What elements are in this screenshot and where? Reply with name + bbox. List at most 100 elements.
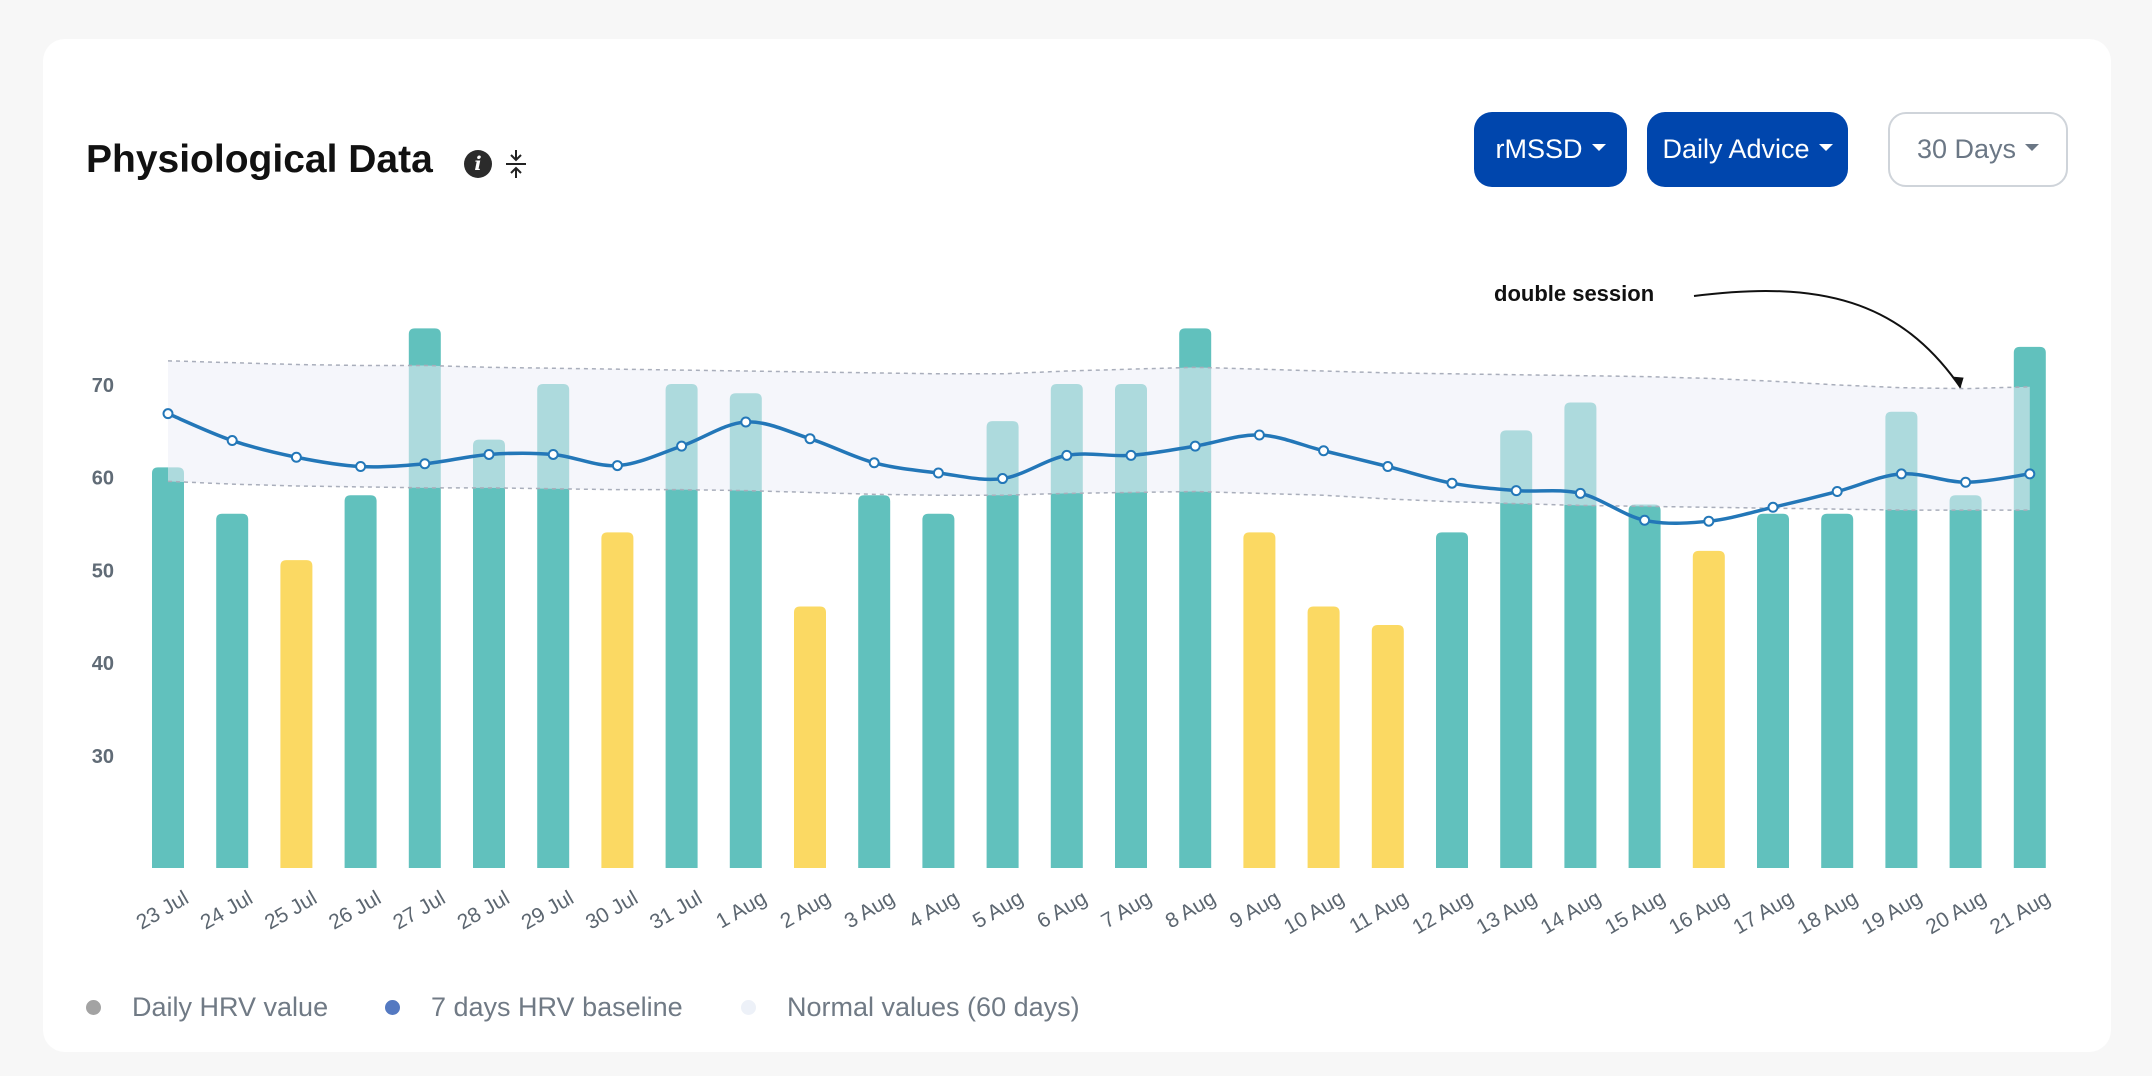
x-tick-label: 29 Jul [518,886,578,934]
annotation-arrow-head [1952,376,1964,388]
annotation-label: double session [1494,281,1654,306]
bar-28-jul [473,439,505,868]
baseline-point-23-jul [162,408,174,420]
bar-1-aug [729,393,762,868]
bar-13-aug [1500,430,1533,868]
legend-dot-normal-icon [741,1000,756,1015]
bar-14-aug [1564,402,1597,868]
bar-17-aug [1757,513,1789,868]
advice-dropdown-button[interactable]: Daily Advice [1647,112,1848,187]
x-tick-label: 8 Aug [1162,886,1220,933]
normal-band-upper-edge [167,360,2030,390]
bar-30-jul [601,532,634,868]
range-dropdown-button[interactable]: 30 Days [1888,112,2068,187]
baseline-point-11-aug [1382,461,1394,473]
x-tick-label: 11 Aug [1346,886,1413,938]
y-tick-label: 70 [92,375,114,397]
baseline-point-25-jul [290,451,302,463]
x-tick-label: 4 Aug [905,886,963,933]
legend-dot-daily-icon [86,1000,101,1015]
y-tick-label: 30 [92,746,114,768]
x-tick-label: 10 Aug [1280,886,1348,939]
baseline-point-7-aug [1125,449,1137,461]
bar-18-aug [1821,513,1854,868]
caret-down-icon [1818,144,1833,151]
x-tick-label: 15 Aug [1601,886,1669,939]
baseline-point-28-jul [483,448,495,460]
x-tick-label: 26 Jul [325,886,385,934]
legend-label-normal: Normal values (60 days) [787,992,1080,1022]
x-tick-label: 13 Aug [1473,886,1541,939]
baseline-point-20-aug [1960,476,1972,488]
baseline-point-29-jul [547,448,559,460]
legend-label-baseline: 7 days HRV baseline [431,992,683,1022]
bar-5-aug [986,421,1019,868]
caret-down-icon [2025,144,2040,151]
x-tick-label: 7 Aug [1097,886,1155,933]
legend-item-daily-hrv[interactable]: Daily HRV value [86,992,328,1023]
bar-31-jul [665,384,698,868]
baseline-point-14-aug [1574,487,1586,499]
baseline-point-15-aug [1639,514,1651,526]
legend-item-normal[interactable]: Normal values (60 days) [741,992,1080,1023]
metric-dropdown-button[interactable]: rMSSD [1474,112,1627,187]
bar-24-jul [216,513,249,868]
advice-dropdown-label: Daily Advice [1662,134,1810,164]
x-tick-label: 17 Aug [1729,886,1797,939]
x-tick-label: 30 Jul [582,886,642,934]
bar-20-aug [1949,495,1982,868]
bar-2-aug [794,606,826,868]
bar-29-jul [537,384,570,868]
x-tick-label: 18 Aug [1794,886,1862,939]
x-tick-label: 27 Jul [389,886,449,934]
page-title: Physiological Data [86,138,433,181]
x-tick-label: 14 Aug [1537,886,1605,939]
bar-25-jul [280,560,313,868]
metric-dropdown-label: rMSSD [1495,134,1583,164]
info-icon[interactable]: i [464,150,492,178]
bar-6-aug [1050,384,1083,868]
baseline-point-13-aug [1510,485,1522,497]
bar-10-aug [1307,606,1340,868]
baseline-line [167,412,2031,526]
baseline-point-12-aug [1446,477,1458,489]
normal-values-band [168,360,2030,511]
baseline-point-16-aug [1703,515,1715,527]
bar-9-aug [1243,532,1276,868]
baseline-point-8-aug [1189,440,1201,452]
legend-item-baseline[interactable]: 7 days HRV baseline [385,992,683,1023]
legend-label-daily: Daily HRV value [132,992,329,1022]
x-tick-label: 19 Aug [1858,886,1926,939]
caret-down-icon [1591,144,1606,151]
bar-19-aug [1885,411,1918,868]
baseline-point-24-jul [226,435,238,447]
bar-16-aug [1692,550,1725,868]
x-tick-label: 31 Jul [646,886,706,934]
x-tick-label: 20 Aug [1922,886,1990,939]
baseline-point-30-jul [611,460,623,472]
bar-3-aug [858,495,891,868]
bar-15-aug [1628,504,1661,868]
y-tick-label: 50 [92,560,114,582]
bar-7-aug [1115,384,1147,868]
baseline-point-6-aug [1061,449,1073,461]
baseline-point-1-aug [740,416,752,428]
range-dropdown-label: 30 Days [1916,134,2017,164]
x-tick-label: 6 Aug [1033,886,1091,933]
bar-4-aug [922,513,955,868]
x-tick-label: 5 Aug [969,886,1027,933]
normal-band-lower-edge [167,480,2030,511]
baseline-point-26-jul [355,461,367,473]
baseline-point-18-aug [1831,486,1843,498]
x-tick-label: 25 Jul [261,886,321,934]
baseline-point-21-aug [2024,468,2036,480]
x-tick-label: 16 Aug [1665,886,1733,939]
collapse-icon[interactable] [502,148,530,180]
x-tick-label: 21 Aug [1986,886,2054,939]
bar-11-aug [1371,625,1404,868]
baseline-point-31-jul [676,440,688,452]
x-tick-label: 28 Jul [453,886,513,934]
y-tick-label: 60 [92,468,114,490]
bar-23-jul [152,467,184,868]
